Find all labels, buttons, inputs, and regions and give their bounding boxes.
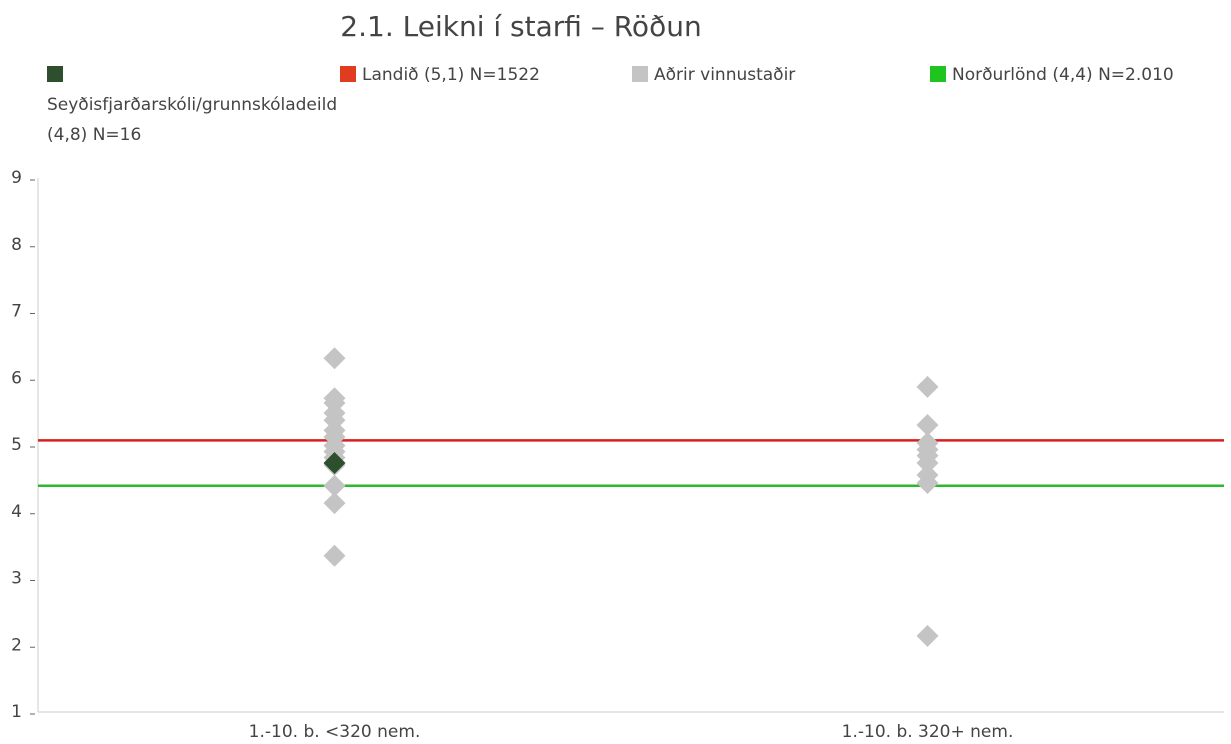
- y-tick-label: 3: [11, 569, 22, 589]
- legend-item: Norðurlönd (4,4) N=2.010: [930, 60, 1220, 90]
- x-tick-label: 1.-10. b. 320+ nem.: [842, 722, 1014, 742]
- legend-swatch: [930, 66, 946, 82]
- legend-item: Aðrir vinnustaðir: [632, 60, 922, 90]
- legend-swatch: [340, 66, 356, 82]
- point: [323, 474, 346, 497]
- point: [323, 452, 346, 475]
- legend-label: Landið (5,1) N=1522: [362, 65, 540, 85]
- y-tick-label: 1: [11, 702, 22, 722]
- point: [323, 347, 346, 370]
- point: [916, 624, 939, 647]
- y-tick-label: 2: [11, 635, 22, 655]
- legend-label: Norðurlönd (4,4) N=2.010: [952, 65, 1174, 85]
- legend-swatch: [47, 66, 63, 82]
- y-tick-label: 6: [11, 368, 22, 388]
- legend-item: Seyðisfjarðarskóli/grunnskóladeild (4,8)…: [47, 60, 337, 150]
- x-tick-label: 1.-10. b. <320 nem.: [249, 722, 421, 742]
- legend-item: Landið (5,1) N=1522: [340, 60, 630, 90]
- point: [323, 492, 346, 515]
- y-tick-label: 7: [11, 302, 22, 322]
- y-tick-label: 5: [11, 435, 22, 455]
- point: [323, 544, 346, 567]
- chart-title: 2.1. Leikni í starfi – Röðun: [340, 10, 701, 43]
- legend-label: Seyðisfjarðarskóli/grunnskóladeild (4,8)…: [47, 95, 338, 145]
- y-tick-label: 9: [11, 168, 22, 188]
- point: [916, 375, 939, 398]
- y-tick-label: 4: [11, 502, 22, 522]
- point: [916, 452, 939, 475]
- legend-label: Aðrir vinnustaðir: [654, 65, 796, 85]
- legend-swatch: [632, 66, 648, 82]
- y-tick-label: 8: [11, 235, 22, 255]
- point: [916, 413, 939, 436]
- point: [916, 472, 939, 495]
